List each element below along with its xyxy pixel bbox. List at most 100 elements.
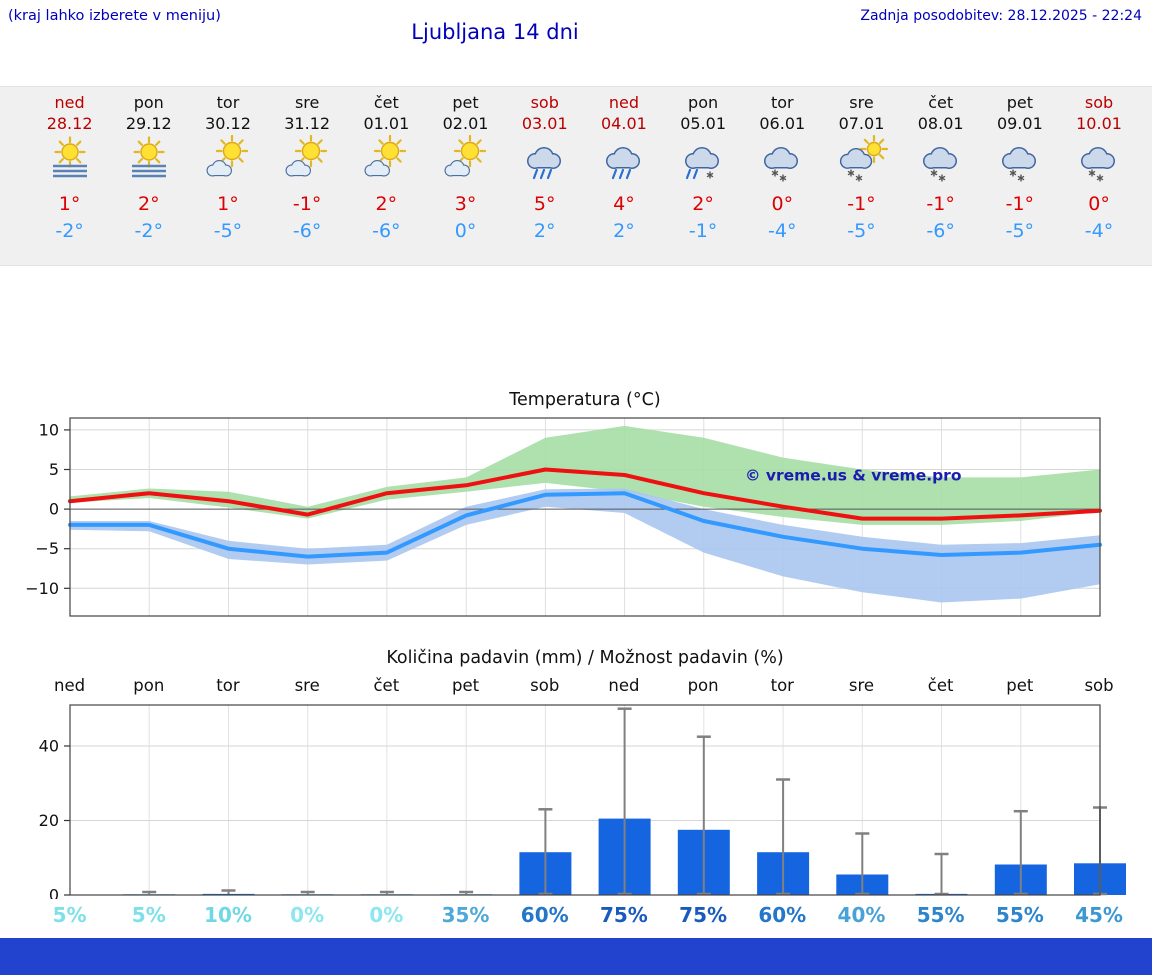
day-column[interactable]: pon 29.12 2° -2°	[109, 87, 188, 265]
last-updated-label: Zadnja posodobitev: 28.12.2025 - 22:24	[860, 8, 1142, 24]
day-column[interactable]: pet 09.01 -1° -5°	[980, 87, 1059, 265]
sun-fog-icon	[30, 135, 109, 191]
day-min-temp: -2°	[134, 220, 163, 242]
precip-probability: 60%	[520, 903, 569, 927]
precip-day-label: čet	[927, 676, 954, 695]
day-max-temp: -1°	[292, 193, 322, 215]
precipitation-chart-title: Količina padavin (mm) / Možnost padavin …	[386, 648, 784, 668]
day-name: čet	[373, 93, 399, 112]
precip-day-label: pet	[1006, 676, 1034, 695]
day-date: 29.12	[125, 114, 172, 133]
day-max-temp: 5°	[533, 193, 556, 215]
day-max-temp: -1°	[847, 193, 876, 215]
svg-text:0: 0	[49, 500, 59, 519]
day-column[interactable]: sre 31.12 -1° -6°	[268, 87, 347, 265]
day-max-temp: 1°	[217, 193, 239, 215]
day-max-temp: 2°	[375, 193, 398, 215]
svg-text:−10: −10	[25, 579, 59, 598]
day-date: 30.12	[205, 114, 251, 133]
day-column[interactable]: tor 30.12 1° -5°	[188, 87, 267, 265]
day-name: pet	[452, 93, 479, 112]
day-column[interactable]: tor 06.01 0° -4°	[743, 87, 822, 265]
day-min-temp: -1°	[688, 220, 718, 242]
precip-day-label: čet	[373, 676, 400, 695]
day-column[interactable]: pon 05.01 2° -1°	[664, 87, 743, 265]
sun-fog-icon	[109, 135, 188, 191]
precip-probability: 40%	[837, 903, 886, 927]
day-min-temp: -6°	[292, 220, 322, 242]
precip-probability: 45%	[1075, 903, 1123, 927]
precip-day-label: pet	[451, 676, 480, 695]
day-name: tor	[216, 93, 240, 112]
day-max-temp: 2°	[692, 193, 714, 215]
day-name: sre	[294, 93, 320, 112]
cloud-snow-icon	[743, 135, 822, 191]
svg-text:40: 40	[39, 737, 59, 756]
day-min-temp: 2°	[533, 220, 556, 242]
precip-probability: 75%	[599, 903, 648, 927]
day-date: 08.01	[917, 114, 964, 133]
day-name: tor	[770, 93, 794, 112]
precip-day-labels-row: ned pon tor sre čet pet sob ned pon tor sre čet pet s…	[30, 676, 1139, 695]
day-column[interactable]: ned 04.01 4° 2°	[584, 87, 663, 265]
day-date: 06.01	[759, 114, 806, 133]
footer-bar	[0, 938, 1152, 975]
day-column[interactable]: sob 03.01 5° 2°	[505, 87, 584, 265]
day-column[interactable]: pet 02.01 3° 0°	[426, 87, 505, 265]
day-min-temp: -6°	[926, 220, 955, 242]
day-max-temp: 0°	[771, 193, 794, 215]
day-column[interactable]: sre 07.01 -1° -5°	[822, 87, 901, 265]
precip-probability: 55%	[995, 903, 1044, 927]
day-max-temp: 2°	[137, 193, 160, 215]
day-date: 02.01	[442, 114, 489, 133]
precip-day-label: pon	[133, 676, 165, 695]
svg-text:5: 5	[49, 460, 59, 479]
sun-cloud-snow-icon	[822, 134, 901, 191]
precip-probability: 75%	[679, 903, 728, 927]
day-min-temp: -6°	[372, 220, 401, 242]
precip-day-label: sob	[1084, 676, 1114, 695]
day-name: sob	[530, 93, 559, 112]
day-min-temp: -5°	[213, 220, 243, 242]
day-date: 31.12	[284, 114, 331, 133]
day-column[interactable]: čet 08.01 -1° -6°	[901, 87, 980, 265]
precip-day-label: sob	[530, 676, 560, 695]
day-max-temp: 3°	[454, 193, 477, 215]
sun-cloud-icon	[268, 134, 347, 191]
day-date: 05.01	[680, 114, 726, 133]
day-date: 28.12	[46, 114, 93, 133]
temperature-chart-title: Temperatura (°C)	[509, 390, 661, 410]
day-min-temp: -5°	[847, 220, 876, 242]
day-date: 03.01	[521, 114, 568, 133]
precip-day-label: ned	[608, 676, 640, 695]
day-column[interactable]: sob 10.01 0° -4°	[1059, 87, 1138, 265]
day-date: 01.01	[363, 114, 410, 133]
precip-probability: 35%	[441, 903, 490, 927]
precipitation-chart: 0 20 40	[39, 704, 1126, 899]
day-name: ned	[54, 93, 85, 112]
cloud-rain-snow-icon	[664, 135, 743, 191]
precip-probability: 10%	[204, 903, 252, 927]
day-column[interactable]: ned 28.12 1° -2°	[30, 87, 109, 265]
precip-probability: 5%	[52, 903, 87, 927]
cloud-snow-icon	[901, 135, 980, 191]
precip-day-label: ned	[54, 676, 86, 695]
day-date: 09.01	[996, 114, 1043, 133]
day-name: sob	[1084, 93, 1114, 112]
svg-text:© vreme.us & vreme.pro: © vreme.us & vreme.pro	[745, 467, 961, 485]
cloud-snow-icon	[1059, 135, 1138, 191]
day-column[interactable]: čet 01.01 2° -6°	[347, 87, 426, 265]
day-max-temp: -1°	[1005, 193, 1035, 215]
cloud-snow-icon	[980, 135, 1059, 191]
day-name: ned	[608, 93, 639, 112]
precip-day-label: sre	[848, 676, 875, 695]
location-menu-hint: (kraj lahko izberete v meniju)	[8, 8, 221, 24]
forecast-strip: ned 28.12 1° -2° pon 29.12 2° -2° tor 30.12 1° -5° s…	[0, 86, 1152, 266]
precip-day-label: tor	[216, 676, 240, 695]
precip-probability: 0%	[290, 903, 325, 927]
cloud-rain-icon	[584, 135, 663, 191]
day-name: sre	[849, 93, 874, 112]
cloud-rain-icon	[505, 135, 584, 191]
page-title: Ljubljana 14 dni	[411, 20, 579, 44]
